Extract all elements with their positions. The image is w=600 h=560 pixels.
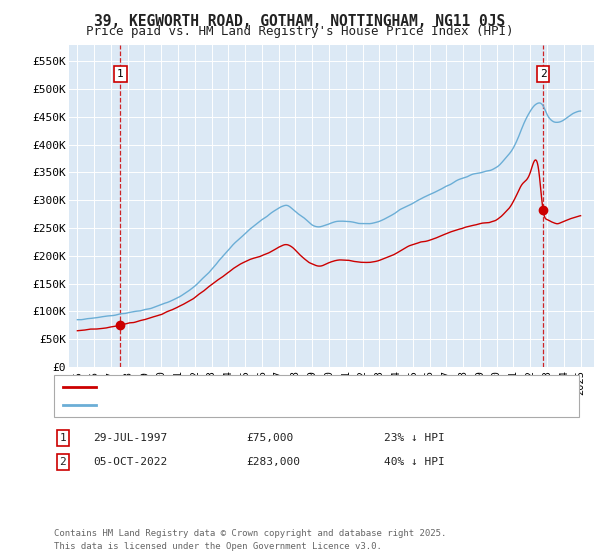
Text: 23% ↓ HPI: 23% ↓ HPI — [384, 433, 445, 443]
Text: Price paid vs. HM Land Registry's House Price Index (HPI): Price paid vs. HM Land Registry's House … — [86, 25, 514, 38]
Text: 39, KEGWORTH ROAD, GOTHAM, NOTTINGHAM, NG11 0JS (detached house): 39, KEGWORTH ROAD, GOTHAM, NOTTINGHAM, N… — [103, 382, 503, 392]
Text: 1: 1 — [117, 69, 124, 79]
Text: 2: 2 — [59, 457, 67, 467]
Text: 39, KEGWORTH ROAD, GOTHAM, NOTTINGHAM, NG11 0JS: 39, KEGWORTH ROAD, GOTHAM, NOTTINGHAM, N… — [94, 14, 506, 29]
Text: Contains HM Land Registry data © Crown copyright and database right 2025.
This d: Contains HM Land Registry data © Crown c… — [54, 529, 446, 550]
Text: 29-JUL-1997: 29-JUL-1997 — [93, 433, 167, 443]
Text: HPI: Average price, detached house, Rushcliffe: HPI: Average price, detached house, Rush… — [103, 400, 391, 410]
Text: £75,000: £75,000 — [246, 433, 293, 443]
Text: 40% ↓ HPI: 40% ↓ HPI — [384, 457, 445, 467]
Text: 2: 2 — [539, 69, 547, 79]
Text: 1: 1 — [59, 433, 67, 443]
Text: £283,000: £283,000 — [246, 457, 300, 467]
Text: 05-OCT-2022: 05-OCT-2022 — [93, 457, 167, 467]
